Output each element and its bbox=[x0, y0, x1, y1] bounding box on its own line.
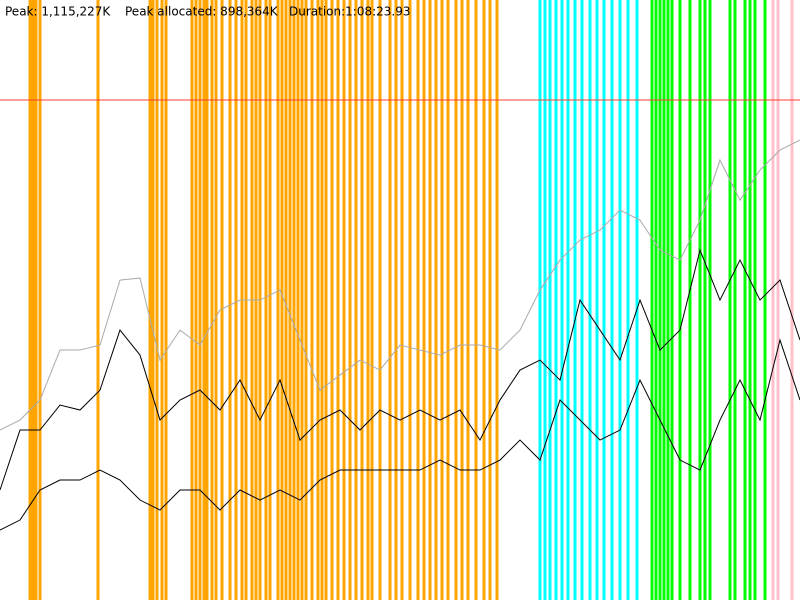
memory-lines bbox=[0, 99, 800, 531]
peak-text: Peak: 1,115,227K bbox=[5, 5, 111, 19]
memory-line bbox=[0, 338, 800, 531]
peak-allocated-text: Peak allocated: 898,364K bbox=[125, 5, 279, 19]
header: Peak: 1,115,227K Peak allocated: 898,364… bbox=[5, 5, 411, 19]
memory-line bbox=[0, 139, 800, 431]
duration-text: Duration:1:08:23.93 bbox=[289, 5, 411, 19]
event-stripes bbox=[28, 0, 794, 600]
memory-line bbox=[0, 248, 800, 491]
